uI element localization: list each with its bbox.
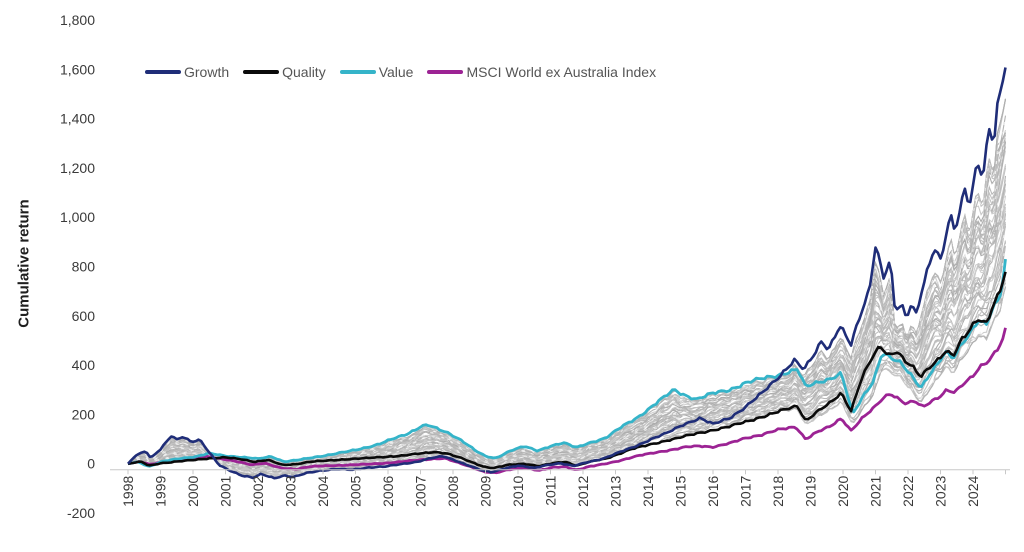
legend-item-msci: MSCI World ex Australia Index: [427, 64, 656, 80]
y-axis-label: 200: [72, 406, 96, 422]
y-axis-label: -200: [67, 505, 95, 521]
x-axis-label: 2002: [250, 475, 266, 506]
series-line-value: [127, 258, 1007, 468]
x-axis-label: 2018: [770, 475, 786, 506]
x-axis-label: 2009: [478, 475, 494, 506]
x-axis-label: 2010: [510, 475, 526, 506]
legend-item-quality: Quality: [243, 64, 326, 80]
legend-swatch-value: [339, 70, 376, 74]
y-axis-label: 1,000: [60, 209, 95, 225]
x-axis-label: 2008: [445, 475, 461, 506]
x-axis-label: 1998: [120, 475, 136, 506]
y-axis-label: 800: [72, 259, 96, 275]
x-axis-label: 2014: [640, 475, 656, 506]
x-axis-label: 2006: [380, 475, 396, 506]
x-axis-label: 2024: [965, 475, 981, 506]
legend-swatch-quality: [243, 70, 280, 74]
x-axis: 1998 1999 2000 2001 2002 2003 2004 2005 2006 2007…: [110, 469, 1010, 507]
x-axis-label: 2007: [413, 475, 429, 506]
x-axis-label: 2013: [608, 475, 624, 506]
y-axis-label: 0: [87, 456, 95, 472]
legend-label-value: Value: [378, 64, 414, 80]
x-axis-label: 2017: [738, 475, 754, 506]
band-line: [127, 132, 1006, 466]
series-line-msci-world-ex-australia-index: [127, 327, 1007, 475]
band-dash-line: [127, 131, 1006, 472]
x-axis-label: 2000: [185, 475, 201, 506]
legend: Growth Quality Value MSCI World ex Austr…: [145, 64, 656, 80]
band-dash-line: [127, 193, 1006, 472]
band-dash-line: [127, 230, 1006, 474]
y-axis-label: 1,800: [60, 12, 95, 28]
series-line-growth: [127, 67, 1007, 480]
series-line-quality: [127, 271, 1007, 470]
x-axis-label: 2003: [283, 475, 299, 506]
x-axis-label: 2020: [835, 475, 851, 506]
y-axis-label: 600: [72, 308, 96, 324]
y-axis: -200 0 200 400 600 800 1,000 1,200 1,400 1,600 1,8…: [60, 12, 95, 521]
x-axis-label: 2001: [218, 475, 234, 506]
x-axis-label: 2005: [348, 475, 364, 506]
x-axis-label: 2012: [575, 475, 591, 506]
x-axis-label: 2021: [868, 475, 884, 506]
y-axis-label: 1,400: [60, 111, 95, 127]
band-dash-line: [127, 117, 1006, 465]
legend-label-growth: Growth: [184, 64, 230, 80]
legend-swatch-msci: [427, 70, 464, 74]
legend-swatch-growth: [145, 70, 181, 74]
legend-label-quality: Quality: [282, 64, 326, 80]
x-axis-label: 2011: [543, 475, 559, 505]
x-axis-label: 2004: [315, 475, 331, 506]
y-axis-label: 400: [72, 357, 96, 373]
legend-label-msci: MSCI World ex Australia Index: [466, 64, 657, 80]
y-axis-label: 1,200: [60, 160, 95, 176]
x-axis-label: 2016: [705, 475, 721, 506]
legend-item-growth: Growth: [145, 64, 229, 80]
x-axis-label: 2015: [673, 475, 689, 506]
x-axis-label: 2022: [900, 475, 916, 506]
x-axis-label: 1999: [153, 475, 169, 506]
x-axis-label: 2023: [933, 475, 949, 506]
y-axis-label: 1,600: [60, 61, 95, 77]
legend-item-value: Value: [339, 64, 414, 80]
simulation-band: [127, 98, 1007, 480]
x-axis-label: 2019: [803, 475, 819, 506]
